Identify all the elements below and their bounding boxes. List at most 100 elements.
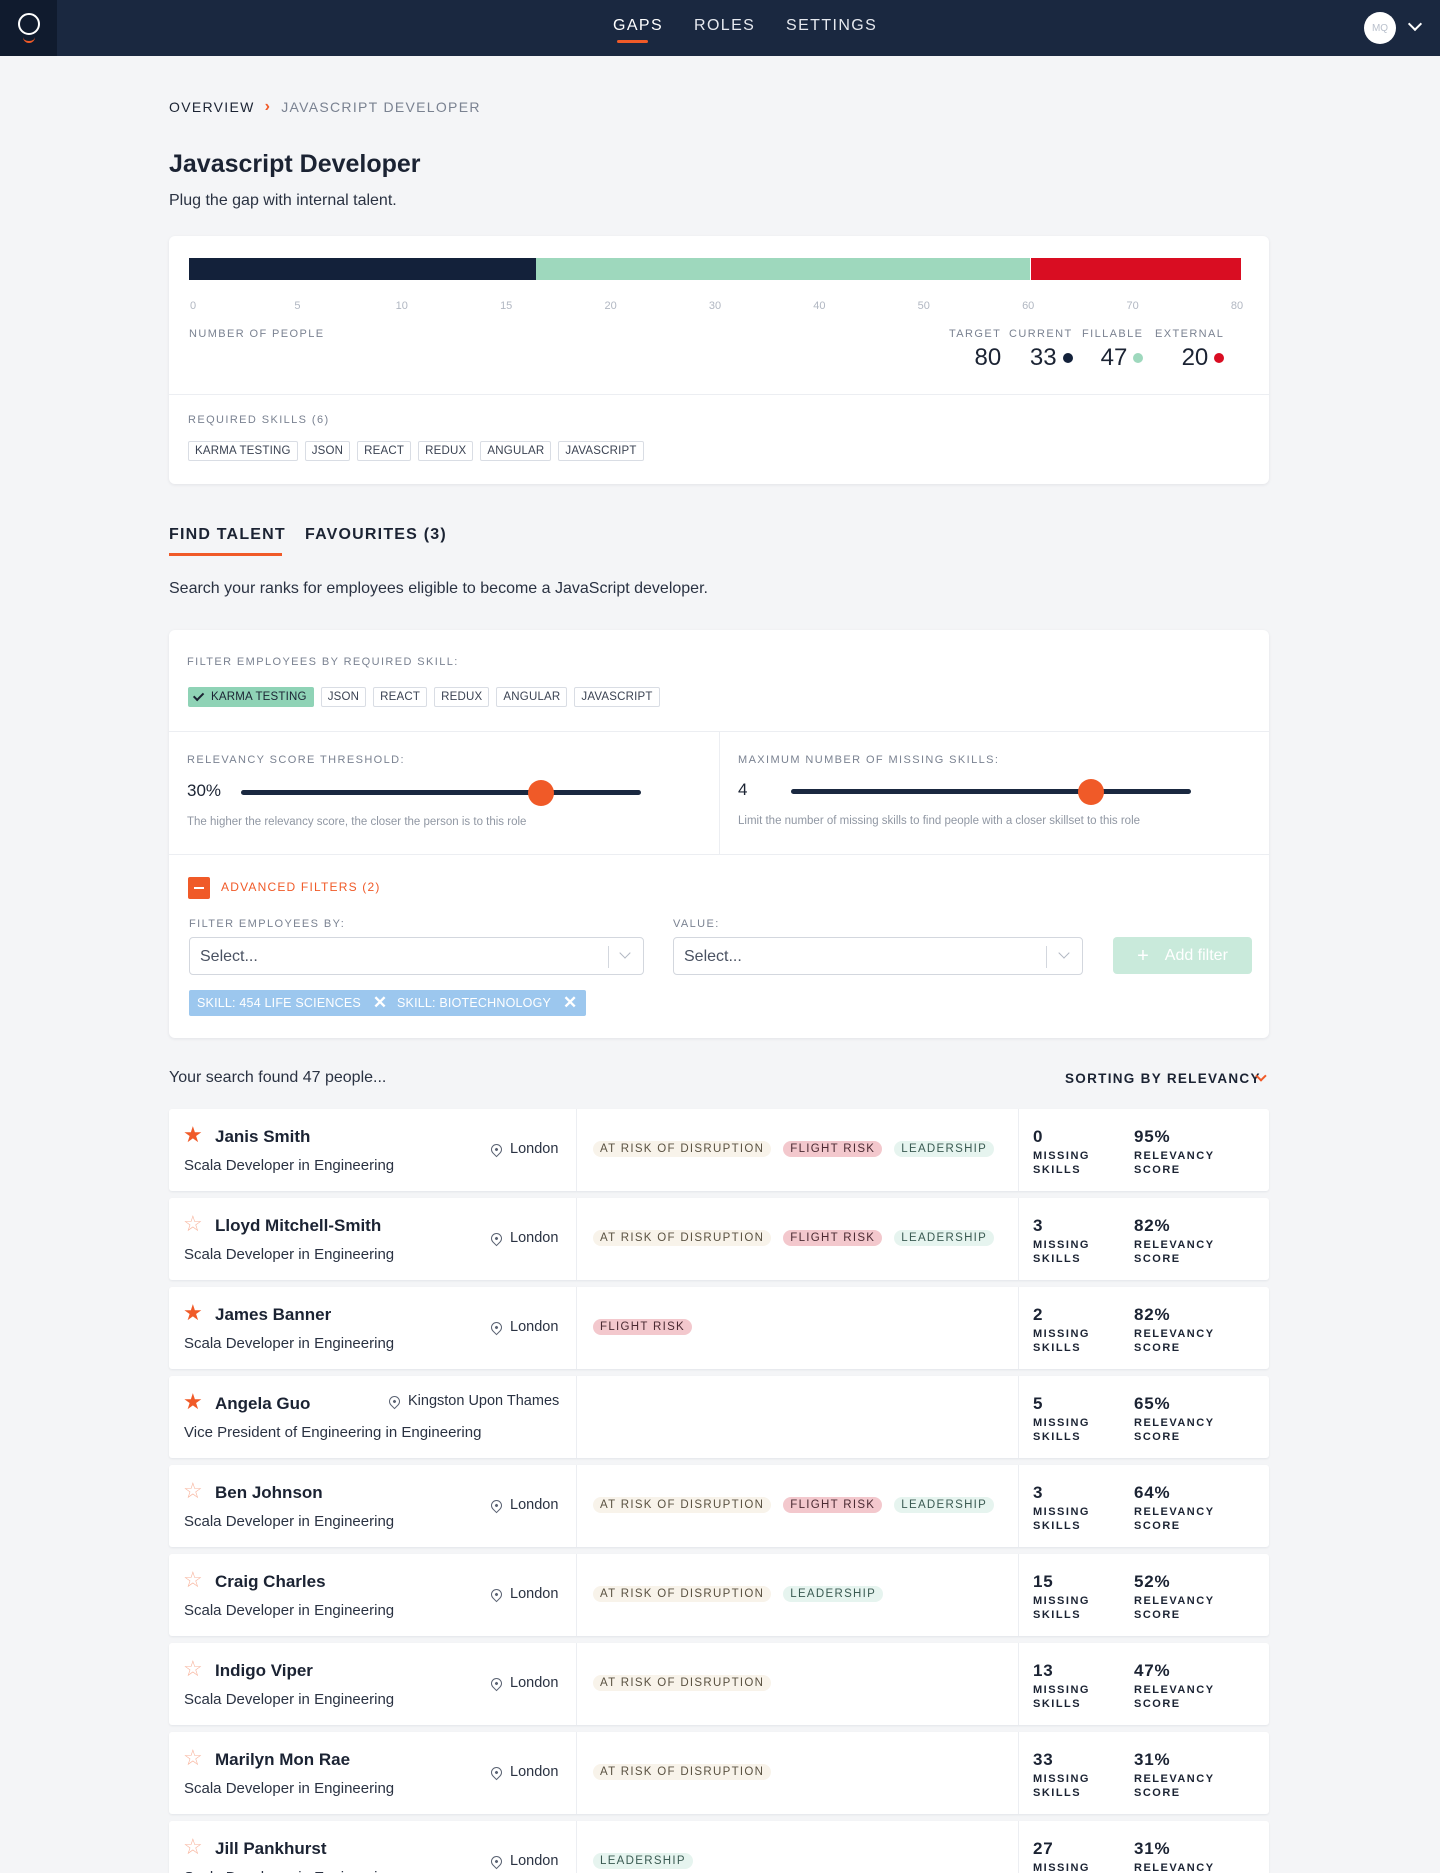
required-skill-tag: REDUX <box>418 441 474 461</box>
star-outline-icon[interactable]: ☆ <box>183 1834 203 1859</box>
missing-skills-caption: MISSING SKILLS <box>1033 1594 1123 1622</box>
tab-find-talent[interactable]: FIND TALENT <box>169 526 286 543</box>
advanced-filters-label[interactable]: ADVANCED FILTERS (2) <box>221 880 381 894</box>
chevron-down-icon[interactable] <box>619 947 631 959</box>
employee-name[interactable]: Ben Johnson <box>215 1483 323 1502</box>
nav-gaps[interactable]: GAPS <box>613 17 664 34</box>
employee-badge: AT RISK OF DISRUPTION <box>593 1497 772 1513</box>
employee-location-label: London <box>510 1497 559 1513</box>
star-outline-icon[interactable]: ☆ <box>183 1656 203 1681</box>
axis-tick-label: 50 <box>917 300 930 312</box>
employee-row[interactable]: ★ James Banner Scala Developer in Engineer… <box>169 1287 1269 1369</box>
relevancy-help-text: The higher the relevancy score, the clos… <box>187 816 527 828</box>
employee-row[interactable]: ☆ Lloyd Mitchell-Smith Scala Developer in … <box>169 1198 1269 1280</box>
gap-bar-external <box>1031 258 1241 280</box>
employee-name[interactable]: Jill Pankhurst <box>215 1839 327 1858</box>
missing-skills-slider-track[interactable] <box>791 789 1191 794</box>
employee-location-label: Kingston Upon Thames <box>408 1393 560 1409</box>
breadcrumb: OVERVIEW › JAVASCRIPT DEVELOPER <box>169 98 481 116</box>
relevancy-caption-line: RELEVANCY <box>1134 1684 1215 1696</box>
star-outline-icon[interactable]: ☆ <box>183 1478 203 1503</box>
employee-name[interactable]: Lloyd Mitchell-Smith <box>215 1216 382 1235</box>
nav-settings[interactable]: SETTINGS <box>786 17 878 34</box>
star-outline-icon[interactable]: ☆ <box>183 1211 203 1236</box>
legend-dot-icon <box>1133 353 1144 363</box>
employee-name[interactable]: James Banner <box>215 1305 332 1324</box>
stat-current: CURRENT 33 <box>1009 328 1073 372</box>
employee-badge: FLIGHT RISK <box>783 1141 883 1157</box>
skill-filter-tag[interactable]: KARMA TESTING <box>188 687 314 707</box>
employee-row[interactable]: ★ Janis Smith Scala Developer in Engineeri… <box>169 1109 1269 1191</box>
tab-favourites[interactable]: FAVOURITES (3) <box>305 526 447 543</box>
close-icon[interactable]: ✕ <box>563 993 578 1012</box>
relevancy-caption-line: RELEVANCY <box>1134 1506 1215 1518</box>
missing-skills-caption: MISSING SKILLS <box>1033 1683 1123 1711</box>
relevancy-slider-handle[interactable] <box>528 780 554 806</box>
employee-location-label: London <box>510 1141 559 1157</box>
add-filter-button[interactable]: + Add filter <box>1113 937 1252 974</box>
nav-roles[interactable]: ROLES <box>694 17 756 34</box>
chevron-down-icon[interactable] <box>1407 16 1423 32</box>
employee-name[interactable]: Indigo Viper <box>215 1661 313 1680</box>
relevancy-caption-line: SCORE <box>1134 1787 1181 1799</box>
skill-filter-tag[interactable]: JAVASCRIPT <box>574 687 660 707</box>
location-pin-icon <box>488 1853 505 1869</box>
missing-skills-metric: 33 MISSING SKILLS <box>1033 1750 1123 1800</box>
stat-label: EXTERNAL <box>1155 328 1225 340</box>
divider <box>1018 1465 1019 1547</box>
employee-name[interactable]: Marilyn Mon Rae <box>215 1750 351 1769</box>
star-outline-icon[interactable]: ☆ <box>183 1745 203 1770</box>
breadcrumb-overview[interactable]: OVERVIEW <box>169 99 255 115</box>
missing-skills-slider-handle[interactable] <box>1078 779 1104 805</box>
missing-skills-metric: 0 MISSING SKILLS <box>1033 1127 1123 1177</box>
divider <box>576 1287 577 1369</box>
employee-row[interactable]: ☆ Ben Johnson Scala Developer in Engineeri… <box>169 1465 1269 1547</box>
employee-name[interactable]: Janis Smith <box>215 1127 311 1146</box>
employee-name[interactable]: Craig Charles <box>215 1572 326 1591</box>
divider <box>719 732 720 854</box>
employee-location: Kingston Upon Thames <box>386 1393 560 1409</box>
missing-caption-line: MISSING <box>1033 1684 1090 1696</box>
filter-by-select[interactable]: Select... <box>189 937 644 975</box>
relevancy-score-value: 31% <box>1134 1750 1171 1769</box>
employee-row[interactable]: ☆ Jill Pankhurst Scala Developer in Engine… <box>169 1821 1269 1873</box>
star-outline-icon[interactable]: ☆ <box>183 1567 203 1592</box>
star-filled-icon[interactable]: ★ <box>183 1300 203 1325</box>
stat-external: EXTERNAL 20 <box>1155 328 1225 372</box>
divider <box>1018 1821 1019 1873</box>
skill-filter-tag[interactable]: ANGULAR <box>496 687 568 707</box>
sort-dropdown[interactable]: SORTING BY RELEVANCY <box>1065 1071 1261 1086</box>
skill-filter-tag[interactable]: REACT <box>373 687 428 707</box>
chevron-down-icon[interactable] <box>1058 947 1070 959</box>
employee-row[interactable]: ☆ Indigo Viper Scala Developer in Engineer… <box>169 1643 1269 1725</box>
collapse-advanced-filters-button[interactable] <box>188 877 210 899</box>
value-select[interactable]: Select... <box>673 937 1083 975</box>
avatar[interactable]: MQ <box>1364 12 1396 44</box>
skill-filter-tag[interactable]: REDUX <box>434 687 490 707</box>
missing-caption-line: MISSING <box>1033 1239 1090 1251</box>
employee-row[interactable]: ★ Angela Guo Vice President of Engineering… <box>169 1376 1269 1458</box>
employee-badge: FLIGHT RISK <box>783 1230 883 1246</box>
employee-location: London <box>488 1764 558 1780</box>
employee-location-label: London <box>510 1675 559 1691</box>
skill-filter-tag[interactable]: JSON <box>320 687 367 707</box>
relevancy-slider-track[interactable] <box>241 790 641 795</box>
legend-dot-icon <box>1214 353 1225 363</box>
relevancy-caption-line: SCORE <box>1134 1342 1181 1354</box>
app-logo[interactable] <box>0 0 57 56</box>
employee-row[interactable]: ☆ Marilyn Mon Rae Scala Developer in Engin… <box>169 1732 1269 1814</box>
divider <box>1018 1109 1019 1191</box>
star-filled-icon[interactable]: ★ <box>183 1389 203 1414</box>
missing-skills-metric: 13 MISSING SKILLS <box>1033 1661 1123 1711</box>
stat-label: FILLABLE <box>1082 328 1144 340</box>
star-filled-icon[interactable]: ★ <box>183 1122 203 1147</box>
missing-caption-line: SKILLS <box>1033 1164 1082 1176</box>
top-nav: GAPS ROLES SETTINGS MQ <box>0 0 1440 56</box>
select-separator <box>1046 946 1047 968</box>
logo-ring-icon <box>18 13 40 35</box>
close-icon[interactable]: ✕ <box>372 993 388 1012</box>
employee-badge: AT RISK OF DISRUPTION <box>593 1586 772 1602</box>
employee-row[interactable]: ☆ Craig Charles Scala Developer in Enginee… <box>169 1554 1269 1636</box>
employee-name[interactable]: Angela Guo <box>215 1394 311 1413</box>
missing-skills-caption: MISSING SKILLS <box>1033 1149 1123 1177</box>
